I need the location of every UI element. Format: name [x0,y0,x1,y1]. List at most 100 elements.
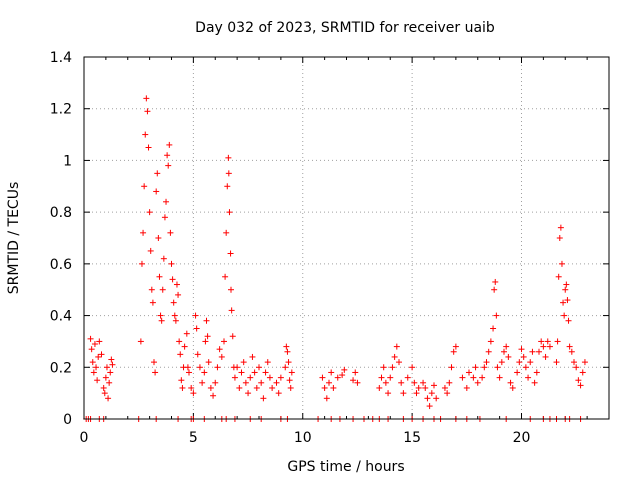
data-point [275,390,282,397]
data-point [501,348,507,355]
data-point [321,384,328,391]
data-point [396,359,402,366]
data-point [262,369,269,376]
data-point [391,353,398,360]
data-point [154,170,161,177]
data-point [536,348,542,355]
data-point [287,384,294,391]
data-point [463,384,470,391]
data-point [503,343,510,350]
data-point [573,364,580,371]
data-point [507,379,514,386]
data-point [496,374,503,381]
plot-border [83,56,610,420]
data-point [546,343,553,350]
data-point [269,384,276,391]
data-point [201,369,208,376]
data-point [494,364,501,371]
data-point [164,152,171,159]
data-point [165,162,172,169]
data-point [400,390,407,397]
data-point [107,369,114,376]
data-point [490,325,497,332]
data-point [518,346,525,353]
data-point [212,379,219,386]
chart-title: Day 032 of 2023, SRMTID for receiver uai… [195,20,495,36]
data-point [472,364,479,371]
data-point [87,335,94,342]
data-point [105,395,112,402]
data-point [242,379,249,386]
data-point [102,374,109,381]
data-point [183,330,190,337]
data-point [446,379,453,386]
y-tick-label: 1.4 [50,50,72,66]
data-point [184,364,191,371]
data-point [393,343,400,350]
data-point [155,235,162,241]
grid-lines [84,57,609,419]
data-point [380,364,387,371]
data-point [334,374,341,381]
data-point [146,209,153,216]
data-point [238,369,245,376]
data-point [228,286,234,293]
data-point [157,312,164,319]
data-point [493,312,500,319]
y-tick-label: 0.6 [50,257,72,273]
x-tick-label: 15 [403,430,421,446]
data-point [339,372,346,379]
data-point [247,374,254,381]
data-point [577,382,584,389]
x-tick-label: 5 [189,430,198,446]
data-point [103,364,110,371]
data-point [204,333,211,340]
data-points [83,95,588,422]
data-point [561,312,568,319]
data-point [424,395,431,402]
data-point [190,390,197,397]
data-point [562,286,569,293]
data-point [560,299,567,306]
data-point [568,348,575,355]
data-point [177,351,184,358]
data-point [277,374,284,381]
data-point [156,273,163,280]
data-point [514,369,521,376]
data-point [527,359,534,366]
data-point [474,379,481,386]
data-point [167,229,174,236]
data-point [108,356,115,363]
data-point [555,273,562,280]
data-point [288,369,295,376]
data-point [328,369,335,376]
data-point [531,379,538,386]
data-point [260,395,267,402]
data-point [285,359,292,366]
data-point [142,131,149,138]
data-point [485,348,492,355]
data-point [258,379,265,386]
data-point [245,390,252,397]
data-point [106,379,113,386]
data-point [234,364,241,371]
data-point [178,377,185,384]
data-point [571,359,577,366]
data-point [558,260,565,267]
data-point [227,250,234,257]
data-point [404,374,411,381]
y-tick-label: 0 [63,412,72,428]
data-point [95,353,102,360]
data-point [151,359,157,366]
data-point [194,351,201,358]
data-point [579,369,586,376]
data-point [196,364,203,371]
data-point [319,374,326,381]
data-point [226,209,233,216]
data-point [172,317,179,324]
data-point [350,377,357,384]
data-point [273,379,280,386]
y-tick-label: 0.8 [50,205,72,221]
data-point [566,343,573,350]
